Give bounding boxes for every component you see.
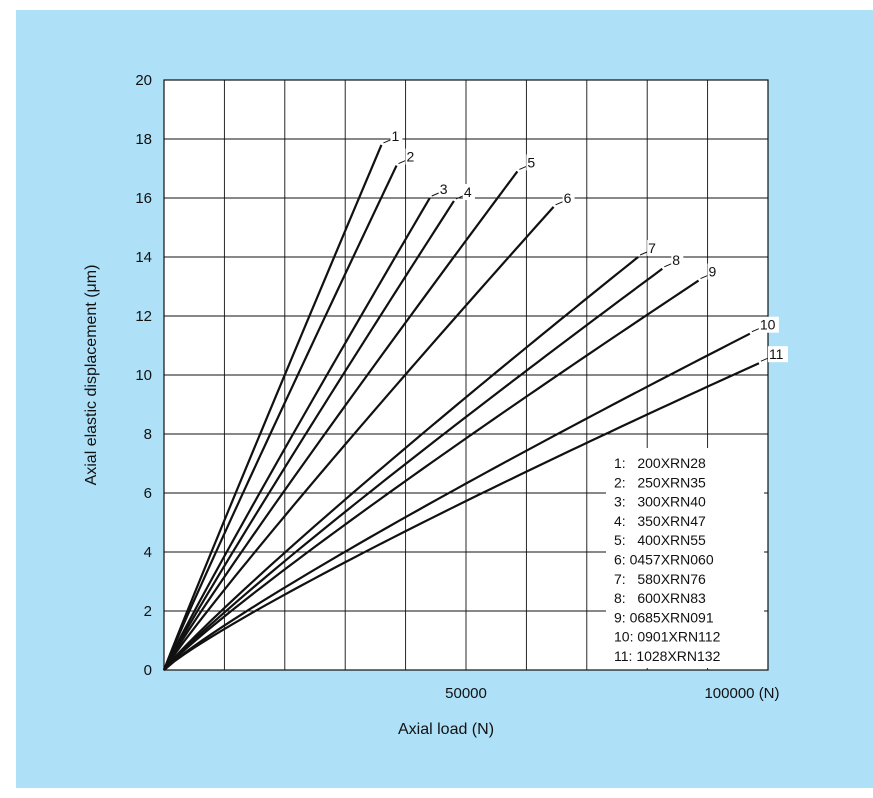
series-label-bg-3 (438, 181, 451, 197)
series-label-1: 1 (391, 128, 399, 144)
series-line-7 (163, 256, 639, 671)
series-label-4: 4 (464, 184, 472, 200)
legend-entry-5: 5: 400XRN55 (614, 532, 706, 548)
legend-entry-3: 3: 300XRN40 (614, 494, 706, 510)
legend: 1: 200XRN28 2: 250XRN35 3: 300XRN40 4: 350X… (606, 448, 764, 668)
series-label-leader-8 (664, 263, 672, 268)
series-line-5 (163, 170, 519, 671)
series-label-6: 6 (564, 190, 572, 206)
series-line-4 (163, 200, 455, 671)
legend-entry-8: 8: 600XRN83 (614, 590, 706, 606)
y-tick-label: 12 (135, 308, 152, 325)
legend-entry-7: 7: 580XRN76 (614, 571, 706, 587)
series-label-bg-6 (562, 189, 575, 206)
series-label-bg-10 (758, 316, 779, 333)
legend-box (606, 448, 764, 668)
series-label-leader-6 (555, 201, 563, 206)
chart-panel: 1 2 3 4 5 6 7 8 9 10 11 1: 200XRN28 2: 250XRN35 3: 3… (16, 10, 873, 788)
y-tick-label: 18 (135, 131, 152, 148)
series-label-bg-11 (767, 346, 788, 363)
series-label-leader-5 (519, 165, 527, 170)
series-line-8 (163, 267, 663, 671)
series-label-leader-1 (383, 139, 391, 144)
legend-entry-1: 1: 200XRN28 (614, 455, 706, 471)
series-label-7: 7 (648, 240, 656, 256)
series-line-2 (162, 165, 398, 671)
series-label-5: 5 (527, 154, 535, 170)
series-line-6 (163, 206, 555, 671)
series-line-3 (163, 197, 431, 671)
series-label-bg-7 (647, 240, 660, 256)
x-tick-label: 100000 (N) (704, 685, 779, 702)
series-label-leader-10 (751, 328, 760, 333)
series-label-leader-3 (431, 192, 439, 197)
series-line-9 (163, 279, 700, 671)
series-label-2: 2 (407, 149, 415, 165)
y-tick-label: 4 (144, 544, 152, 561)
y-tick-label: 8 (144, 426, 152, 443)
y-tick-label: 20 (135, 72, 152, 89)
series-label-bg-9 (707, 263, 720, 280)
series-label-leader-4 (455, 195, 464, 200)
series-label-10: 10 (760, 317, 776, 333)
series-label-leader-2 (398, 160, 406, 165)
x-axis-label: Axial load (N) (398, 721, 494, 738)
y-tick-label: 2 (144, 603, 152, 620)
legend-entry-4: 4: 350XRN47 (614, 513, 706, 529)
series-label-bg-8 (671, 251, 684, 268)
series-label-bg-2 (405, 148, 418, 165)
y-tick-label: 16 (135, 190, 152, 207)
series-label-11: 11 (769, 346, 784, 362)
legend-entry-6: 6: 0457XRN060 (614, 552, 714, 568)
y-tick-label: 14 (135, 249, 152, 266)
series-line-11 (163, 362, 760, 671)
x-tick-label: 50000 (445, 685, 487, 702)
curves (162, 144, 760, 671)
series-label-bg-1 (390, 127, 403, 144)
series-label-leader-11 (760, 357, 769, 362)
series-label-leader-9 (700, 275, 708, 280)
series-label-3: 3 (440, 181, 448, 197)
series-label-leader-7 (639, 251, 648, 256)
series-label-8: 8 (672, 252, 680, 268)
legend-entry-9: 9: 0685XRN091 (614, 609, 714, 625)
legend-entry-10: 10: 0901XRN112 (614, 629, 721, 645)
series-line-1 (162, 144, 383, 671)
y-tick-label: 6 (144, 485, 152, 502)
series-label-bg-5 (526, 154, 539, 171)
series-line-10 (163, 332, 751, 671)
legend-entry-11: 11: 1028XRN132 (614, 648, 721, 664)
series-label-9: 9 (709, 264, 717, 280)
y-tick-label: 10 (135, 367, 152, 384)
y-axis-label: Axial elastic displacement (μm) (83, 265, 100, 486)
legend-entry-2: 2: 250XRN35 (614, 474, 706, 490)
series-label-bg-4 (462, 183, 475, 200)
y-tick-label: 0 (144, 662, 152, 679)
